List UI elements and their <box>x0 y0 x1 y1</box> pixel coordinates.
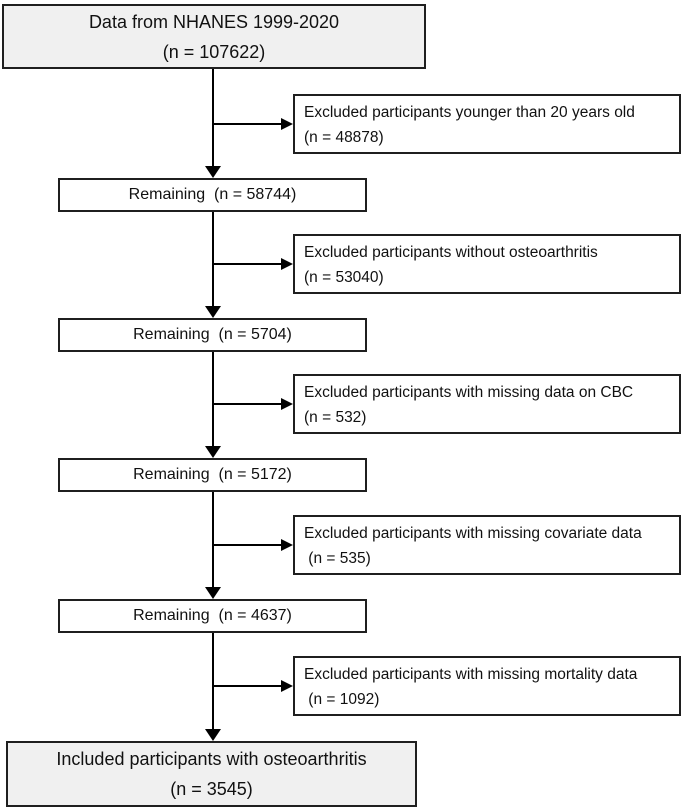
arrowhead-down-icon <box>205 166 221 178</box>
start-box-count: (n = 107622) <box>162 41 266 62</box>
connector-branch-3 <box>212 403 282 405</box>
arrowhead-down-icon <box>205 729 221 741</box>
exclusion-box-mortality: Excluded participants with missing morta… <box>293 656 681 716</box>
arrowhead-down-icon <box>205 306 221 318</box>
exclusion-count: (n = 532) <box>304 409 367 426</box>
remaining-label: Remaining (n = 5172) <box>133 466 292 483</box>
connector-branch-1 <box>212 123 282 125</box>
remaining-box-2: Remaining (n = 5704) <box>58 318 367 352</box>
remaining-box-1: Remaining (n = 58744) <box>58 178 367 212</box>
exclusion-count: (n = 535) <box>304 550 371 567</box>
exclusion-reason: Excluded participants with missing data … <box>304 384 634 401</box>
remaining-label: Remaining (n = 58744) <box>128 186 297 203</box>
exclusion-reason: Excluded participants younger than 20 ye… <box>304 104 635 121</box>
exclusion-count: (n = 1092) <box>304 691 380 708</box>
arrowhead-right-icon <box>281 118 293 130</box>
connector-branch-4 <box>212 544 282 546</box>
exclusion-reason: Excluded participants with missing covar… <box>304 525 642 542</box>
remaining-label: Remaining (n = 4637) <box>133 607 292 624</box>
connector-vertical-4 <box>212 492 214 588</box>
end-box-count: (n = 3545) <box>170 779 253 799</box>
connector-branch-2 <box>212 263 282 265</box>
start-box-title: Data from NHANES 1999-2020 <box>88 11 340 32</box>
start-box: Data from NHANES 1999-2020 (n = 107622) <box>2 4 426 69</box>
exclusion-count: (n = 53040) <box>304 269 384 286</box>
arrowhead-down-icon <box>205 587 221 599</box>
connector-vertical-2 <box>212 212 214 307</box>
connector-vertical-3 <box>212 352 214 447</box>
exclusion-count: (n = 48878) <box>304 129 384 146</box>
exclusion-box-covariate: Excluded participants with missing covar… <box>293 515 681 575</box>
connector-vertical-5 <box>212 633 214 730</box>
end-box: Included participants with osteoarthriti… <box>6 741 417 807</box>
arrowhead-down-icon <box>205 446 221 458</box>
remaining-box-3: Remaining (n = 5172) <box>58 458 367 492</box>
arrowhead-right-icon <box>281 258 293 270</box>
arrowhead-right-icon <box>281 680 293 692</box>
exclusion-box-osteoarthritis: Excluded participants without osteoarthr… <box>293 234 681 294</box>
remaining-label: Remaining (n = 5704) <box>133 326 292 343</box>
connector-vertical-1 <box>212 69 214 167</box>
end-box-title: Included participants with osteoarthriti… <box>56 749 367 769</box>
exclusion-box-age: Excluded participants younger than 20 ye… <box>293 94 681 154</box>
arrowhead-right-icon <box>281 398 293 410</box>
exclusion-reason: Excluded participants with missing morta… <box>304 666 638 683</box>
exclusion-reason: Excluded participants without osteoarthr… <box>304 244 598 261</box>
arrowhead-right-icon <box>281 539 293 551</box>
connector-branch-5 <box>212 685 282 687</box>
exclusion-box-cbc: Excluded participants with missing data … <box>293 374 681 434</box>
remaining-box-4: Remaining (n = 4637) <box>58 599 367 633</box>
